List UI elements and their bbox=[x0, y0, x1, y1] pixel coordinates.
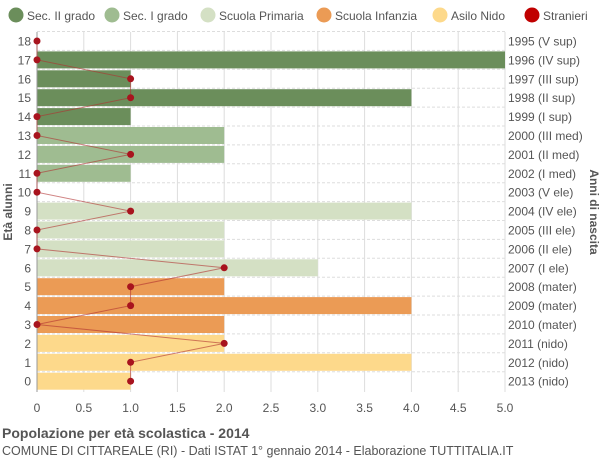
y-tick-label: 18 bbox=[18, 35, 32, 49]
birth-year-label: 2008 (mater) bbox=[508, 280, 577, 294]
bar-chart: Sec. II grado Sec. I grado Scuola Primaria… bbox=[1, 7, 600, 415]
stranieri-point-age-13 bbox=[33, 132, 41, 139]
y-axis-title: Età alunni bbox=[1, 183, 15, 240]
stranieri-point-age-7 bbox=[33, 245, 41, 253]
bar-age-16 bbox=[37, 70, 131, 88]
birth-year-label: 2013 (nido) bbox=[508, 375, 569, 389]
y-tick-label: 8 bbox=[24, 224, 31, 238]
x-tick-label: 5.0 bbox=[497, 401, 514, 415]
legend-label-2: Scuola Primaria bbox=[219, 9, 304, 23]
birth-year-label: 1996 (IV sup) bbox=[508, 53, 580, 67]
bar-age-11 bbox=[37, 164, 131, 182]
birth-year-label: 2004 (IV ele) bbox=[508, 205, 577, 219]
birth-year-label: 2011 (nido) bbox=[508, 337, 568, 351]
legend-marker-2 bbox=[200, 7, 216, 23]
birth-year-label: 1997 (III sup) bbox=[508, 72, 579, 86]
x-tick-label: 3.5 bbox=[356, 401, 373, 415]
y-tick-label: 16 bbox=[18, 72, 32, 86]
stranieri-point-age-17 bbox=[33, 56, 41, 64]
chart-subtitle: COMUNE DI CITTAREALE (RI) - Dati ISTAT 1… bbox=[2, 444, 514, 458]
birth-year-label: 2002 (I med) bbox=[508, 167, 576, 181]
x-tick-label: 1.0 bbox=[122, 401, 139, 415]
stranieri-point-age-8 bbox=[33, 226, 41, 234]
y-tick-label: 12 bbox=[18, 148, 32, 162]
legend-marker-3 bbox=[316, 7, 332, 23]
legend-marker-5 bbox=[524, 7, 540, 23]
birth-year-label: 2012 (nido) bbox=[508, 356, 569, 370]
legend-label-4: Asilo Nido bbox=[451, 9, 505, 23]
bar-age-13 bbox=[37, 127, 225, 144]
birth-year-label: 2007 (I ele) bbox=[508, 261, 569, 275]
birth-year-label: 2010 (mater) bbox=[508, 318, 577, 332]
stranieri-point-age-9 bbox=[127, 207, 135, 215]
y-tick-label: 15 bbox=[18, 91, 32, 105]
stranieri-point-age-5 bbox=[127, 283, 135, 291]
stranieri-point-age-16 bbox=[127, 75, 135, 83]
bar-age-7 bbox=[37, 240, 225, 258]
stranieri-point-age-2 bbox=[220, 339, 228, 347]
stranieri-point-age-1 bbox=[127, 358, 135, 366]
legend-marker-4 bbox=[432, 7, 448, 23]
y-tick-label: 17 bbox=[18, 53, 32, 67]
chart-title: Popolazione per età scolastica - 2014 bbox=[2, 425, 250, 441]
y-tick-label: 3 bbox=[24, 318, 31, 332]
legend-label-0: Sec. II grado bbox=[27, 9, 95, 23]
birth-year-label: 2005 (III ele) bbox=[508, 224, 575, 238]
y-axis-right-title: Anni di nascita bbox=[587, 169, 600, 255]
stranieri-point-age-4 bbox=[127, 302, 135, 310]
birth-year-label: 2009 (mater) bbox=[508, 299, 577, 313]
x-tick-label: 4.0 bbox=[403, 401, 420, 415]
birth-year-label: 2006 (II ele) bbox=[508, 242, 572, 256]
x-tick-label: 1.5 bbox=[169, 401, 186, 415]
bar-age-1 bbox=[37, 353, 412, 371]
stranieri-point-age-3 bbox=[33, 321, 41, 328]
y-tick-label: 10 bbox=[18, 186, 32, 200]
x-tick-label: 2.5 bbox=[263, 401, 280, 415]
stranieri-point-age-15 bbox=[127, 94, 135, 102]
legend-marker-1 bbox=[104, 7, 120, 23]
birth-year-label: 2001 (II med) bbox=[508, 148, 579, 162]
birth-year-label: 2000 (III med) bbox=[508, 129, 583, 143]
y-tick-label: 6 bbox=[24, 261, 31, 275]
bar-age-0 bbox=[37, 372, 131, 390]
legend-label-5: Stranieri bbox=[543, 9, 588, 23]
stranieri-point-age-11 bbox=[33, 169, 41, 177]
bar-age-4 bbox=[37, 297, 412, 315]
x-tick-label: 3.0 bbox=[309, 401, 326, 415]
x-tick-label: 2.0 bbox=[216, 401, 233, 415]
y-tick-label: 7 bbox=[24, 242, 31, 256]
legend-label-3: Scuola Infanzia bbox=[335, 9, 417, 23]
stranieri-point-age-0 bbox=[127, 377, 135, 385]
legend-marker-0 bbox=[8, 7, 24, 23]
stranieri-point-age-14 bbox=[33, 113, 41, 121]
y-tick-label: 14 bbox=[18, 110, 32, 124]
bar-age-15 bbox=[37, 89, 412, 107]
birth-year-label: 2003 (V ele) bbox=[508, 186, 573, 200]
y-tick-label: 0 bbox=[24, 375, 31, 389]
y-tick-label: 13 bbox=[18, 129, 32, 143]
x-tick-label: 0.5 bbox=[75, 401, 92, 415]
x-tick-label: 0 bbox=[34, 401, 41, 415]
stranieri-point-age-18 bbox=[33, 37, 41, 45]
birth-year-label: 1995 (V sup) bbox=[508, 35, 577, 49]
y-tick-label: 11 bbox=[19, 167, 32, 181]
bar-age-14 bbox=[37, 108, 131, 126]
birth-year-label: 1999 (I sup) bbox=[508, 110, 572, 124]
bar-age-8 bbox=[37, 221, 225, 239]
birth-year-label: 1998 (II sup) bbox=[508, 91, 575, 105]
bar-age-6 bbox=[37, 259, 318, 277]
legend-label-1: Sec. I grado bbox=[123, 9, 188, 23]
y-tick-label: 5 bbox=[24, 280, 31, 294]
y-tick-label: 4 bbox=[24, 299, 31, 313]
bar-age-9 bbox=[37, 202, 412, 220]
y-tick-label: 1 bbox=[24, 356, 31, 370]
stranieri-point-age-12 bbox=[127, 150, 135, 158]
stranieri-point-age-10 bbox=[33, 188, 41, 196]
bar-age-17 bbox=[37, 51, 505, 69]
y-tick-label: 2 bbox=[24, 337, 31, 351]
y-tick-label: 9 bbox=[24, 205, 31, 219]
x-tick-label: 4.5 bbox=[450, 401, 467, 415]
stranieri-point-age-6 bbox=[220, 264, 228, 272]
